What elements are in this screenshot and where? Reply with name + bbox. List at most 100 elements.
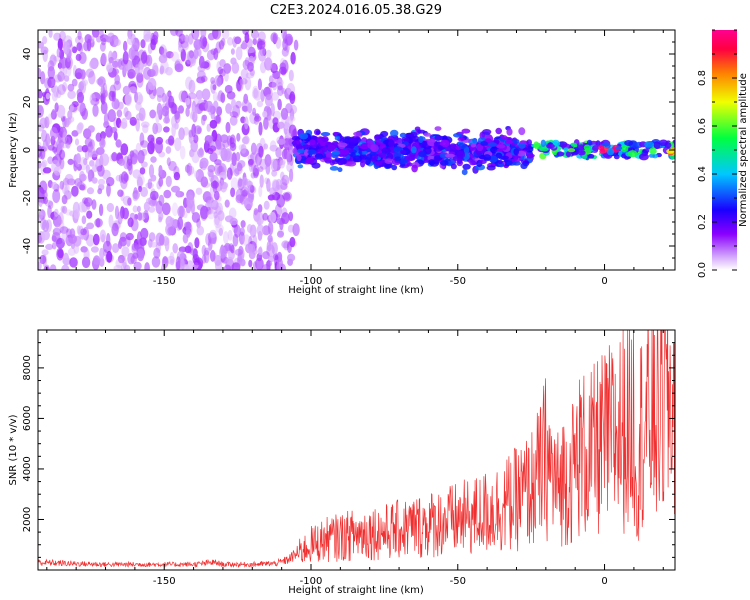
spectrogram-cell bbox=[223, 264, 232, 270]
spectrogram-cell bbox=[230, 177, 239, 191]
spectrogram-cell bbox=[178, 127, 185, 140]
spectrogram-cell bbox=[255, 212, 265, 226]
spectrogram-cell bbox=[41, 249, 49, 256]
spectrogram-cell bbox=[178, 33, 186, 44]
spectrogram-cell bbox=[223, 63, 232, 74]
spectrogram-cell bbox=[38, 211, 43, 220]
spectrogram-cell bbox=[286, 162, 294, 173]
spectrogram-cell bbox=[518, 142, 526, 149]
spectrogram-cell bbox=[252, 248, 258, 255]
spectrogram-cell bbox=[102, 240, 112, 253]
spectrogram-cell bbox=[271, 62, 277, 72]
spectrogram-cell bbox=[145, 31, 153, 39]
spectrogram-cell bbox=[148, 232, 156, 242]
spectrogram-cell bbox=[150, 156, 157, 163]
spectrogram-cell bbox=[45, 92, 51, 100]
spectrogram-cell bbox=[174, 137, 182, 152]
spectrogram-cell bbox=[256, 100, 264, 108]
spectrogram-cell bbox=[230, 244, 235, 254]
spectrogram-cell bbox=[289, 91, 296, 105]
spectrogram-cell bbox=[258, 121, 263, 136]
spectrogram-cell bbox=[88, 71, 96, 85]
spectrogram-cell bbox=[190, 106, 198, 120]
spectrogram-cell bbox=[85, 68, 95, 78]
spectrogram-cell bbox=[215, 224, 224, 233]
spectrogram-cell bbox=[248, 259, 253, 268]
spectrogram-cell bbox=[150, 174, 157, 182]
spectrogram-cell bbox=[229, 111, 239, 118]
spectrogram-cell bbox=[289, 168, 294, 182]
spectrogram-cell bbox=[75, 72, 82, 79]
spectrogram-cell bbox=[185, 51, 194, 65]
spectrogram-cell bbox=[206, 123, 211, 132]
spectrogram-cell bbox=[103, 112, 109, 126]
spectrogram-cell bbox=[257, 247, 263, 256]
spectrogram-cell bbox=[428, 159, 436, 166]
spectrogram-cell bbox=[174, 111, 181, 124]
spectrogram-cell bbox=[111, 98, 120, 110]
spectrogram-cell bbox=[158, 46, 165, 55]
spectrogram-cell bbox=[177, 216, 184, 230]
spectrogram-cell bbox=[516, 150, 526, 157]
x-tick-label: -100 bbox=[300, 576, 323, 587]
spectrogram-cell bbox=[450, 163, 457, 170]
spectrogram-cell bbox=[360, 160, 366, 168]
spectrogram-cell bbox=[125, 110, 132, 120]
spectrogram-cell bbox=[51, 146, 58, 153]
spectrogram-cell bbox=[81, 256, 91, 268]
spectrogram-cell bbox=[122, 155, 131, 170]
spectrogram-cell bbox=[256, 224, 265, 237]
spectrogram-cell bbox=[142, 124, 149, 134]
spectrogram-cell bbox=[108, 214, 114, 228]
spectrogram-cell bbox=[76, 163, 83, 171]
spectrogram-cell bbox=[122, 51, 129, 65]
spectrogram-cell bbox=[158, 194, 165, 207]
spectrogram-cell bbox=[140, 140, 149, 148]
spectrogram-cell bbox=[440, 160, 449, 166]
spectrogram-cell bbox=[219, 245, 227, 259]
spectrogram-cell bbox=[408, 155, 416, 161]
spectrogram-cell bbox=[223, 231, 229, 244]
spectrogram-cell bbox=[226, 256, 234, 266]
spectrogram-cell bbox=[52, 214, 62, 228]
spectrogram-cell bbox=[246, 46, 256, 54]
spectrogram-cell bbox=[163, 116, 171, 124]
spectrogram-cell bbox=[231, 152, 237, 167]
spectrogram-cell bbox=[101, 169, 111, 180]
spectrogram-cell bbox=[62, 81, 68, 92]
spectrogram-cell bbox=[143, 201, 150, 212]
spectrogram-cell bbox=[380, 130, 389, 138]
spectrogram-cell bbox=[296, 154, 302, 161]
spectrogram-cell bbox=[288, 211, 294, 222]
x-tick-label: 0 bbox=[601, 576, 607, 587]
spectrogram-cell bbox=[257, 204, 263, 213]
spectrogram-cell bbox=[132, 193, 139, 202]
spectrogram-cell bbox=[296, 148, 306, 154]
colorbar-tick-label: 0.8 bbox=[697, 70, 708, 86]
spectrogram-cell bbox=[263, 200, 270, 210]
spectrogram-cell bbox=[63, 75, 70, 82]
spectrogram-cell bbox=[106, 250, 113, 263]
spectrogram-cell bbox=[185, 97, 191, 106]
spectrogram-cell bbox=[262, 212, 269, 221]
spectrogram-cell bbox=[99, 30, 104, 39]
colorbar-ticks: 0.0 0.2 0.4 0.6 0.8 bbox=[697, 29, 737, 278]
spectrogram-cell bbox=[113, 264, 123, 270]
spectrogram-cell bbox=[56, 89, 62, 99]
spectrogram-cell bbox=[145, 182, 154, 189]
spectrogram-cell bbox=[129, 150, 135, 158]
spectrogram-cell bbox=[76, 123, 83, 134]
spectrogram-cell bbox=[230, 48, 235, 55]
spectrogram-cell bbox=[237, 162, 243, 172]
spectrogram-cell bbox=[287, 253, 296, 262]
spectrogram-cell bbox=[234, 248, 243, 256]
spectrogram-cell bbox=[218, 227, 223, 236]
spectrogram-cell bbox=[51, 159, 60, 174]
spectrogram-cell bbox=[277, 230, 284, 238]
colorbar-gradient bbox=[712, 30, 737, 270]
spectrogram-cell bbox=[418, 135, 424, 144]
spectrogram-cell bbox=[280, 171, 285, 181]
spectrogram-cell bbox=[556, 146, 562, 151]
spectrogram-cell bbox=[94, 218, 103, 228]
spectrogram-cell bbox=[119, 232, 127, 242]
